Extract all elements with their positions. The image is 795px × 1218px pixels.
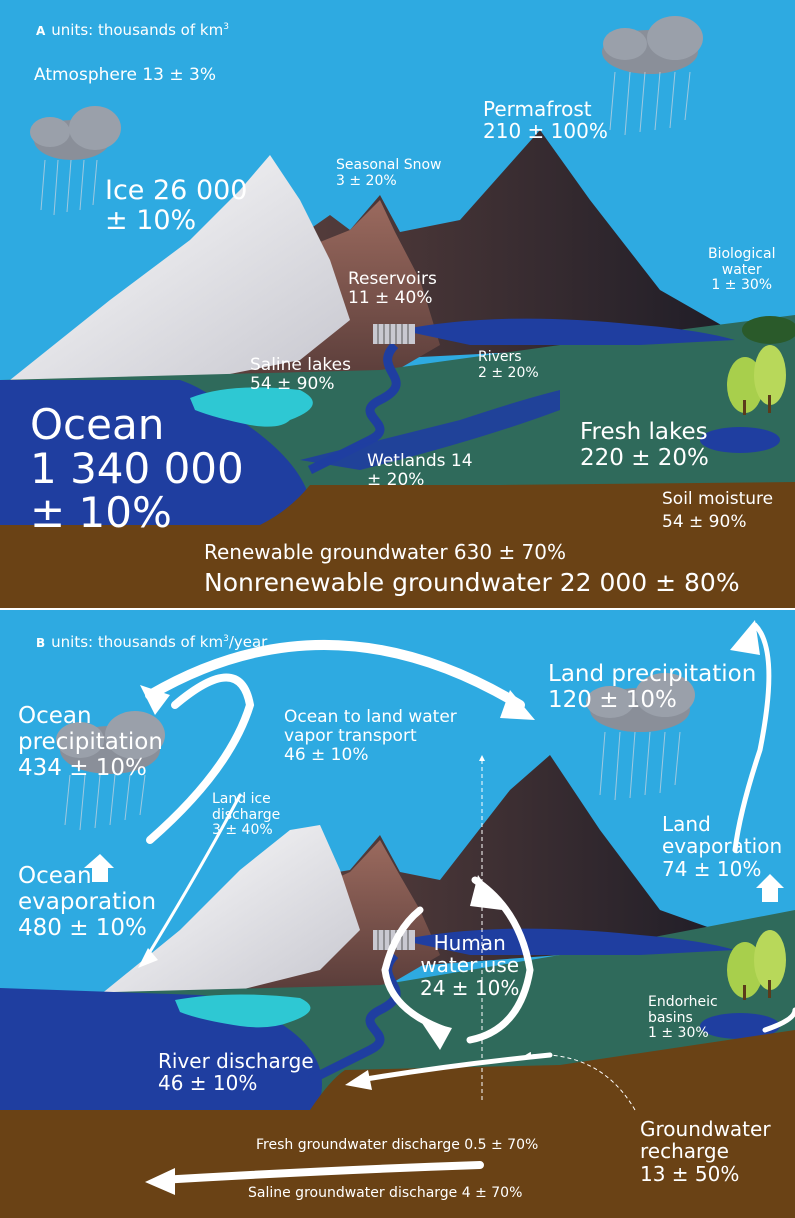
land-evap-loop-arrow [732,622,772,853]
soil [0,482,795,608]
soil [0,1030,795,1218]
label-soil-moisture: Soil moisture 54 ± 90% [662,489,774,533]
label-saline-groundwater-discharge: Saline groundwater discharge 4 ± 70% [248,1185,523,1201]
label-river-discharge: River discharge 46 ± 10% [158,1049,314,1096]
cloud-right [586,673,695,801]
trees [727,316,795,415]
label-ocean-precipitation: Ocean precipitation 434 ± 10% [18,703,163,781]
label-ocean-evaporation: Ocean evaporation 480 ± 10% [18,863,157,941]
label-groundwater-recharge: Groundwater recharge 13 ± 50% [640,1117,771,1186]
label-seasonal-snow: Seasonal Snow 3 ± 20% [336,157,442,189]
saline-lake [175,994,311,1028]
label-ice: Ice 26 000 ± 10% [105,175,248,237]
reservoir-water [400,928,735,955]
cloud-left [56,711,165,831]
endorheic-lake [700,1013,780,1039]
groundwater-discharge-arrow [156,1161,484,1184]
label-nonrenewable-groundwater: Nonrenewable groundwater 22 000 ± 80% [204,568,740,597]
human-use-arrow-right [466,876,534,1044]
label-wetlands: Wetlands 14 ± 20% [367,451,473,491]
ocean [0,380,310,565]
label-permafrost: Permafrost 210 ± 100% [483,97,608,144]
ocean-precip-loop-arrow [146,673,255,844]
river [307,951,401,1085]
cloud-left [30,106,121,216]
human-use-arrow-left [381,906,449,1034]
label-biological-water: Biological water 1 ± 30% [708,246,776,294]
label-saline-lakes: Saline lakes 54 ± 90% [250,355,351,395]
fresh-lake [700,427,780,453]
ice-mountain [10,155,350,380]
flux-arrows [138,620,795,1195]
land-evaporation-up-arrow [756,874,784,902]
label-fresh-lakes: Fresh lakes 220 ± 20% [580,419,709,471]
label-reservoirs: Reservoirs 11 ± 40% [348,269,437,309]
saline-lake [190,387,313,427]
panel-b-scene [0,610,795,1218]
label-human-water-use: Human water use 24 ± 10% [420,931,520,1000]
label-ocean-to-land-transport: Ocean to land water vapor transport 46 ± 1… [284,707,457,766]
reservoir-water [400,318,735,345]
label-land-ice-discharge: Land ice discharge 3 ± 40% [212,791,281,839]
label-fresh-groundwater-discharge: Fresh groundwater discharge 0.5 ± 70% [256,1137,539,1153]
label-ocean: Ocean 1 340 000 ± 10% [30,400,244,538]
label-land-evaporation: Land evaporation 74 ± 10% [662,812,783,881]
wetlands [300,390,560,470]
dam [373,324,415,344]
label-atmosphere: Atmosphere 13 ± 3% [34,65,216,85]
label-rivers: Rivers 2 ± 20% [478,349,539,381]
dashed-arrows [479,755,636,1111]
ice-discharge-arrow [143,793,242,962]
label-land-precipitation: Land precipitation 120 ± 10% [548,661,757,713]
ice-mountain [100,825,360,995]
cloud-right [602,16,703,136]
label-renewable-groundwater: Renewable groundwater 630 ± 70% [204,540,567,564]
trees [727,930,786,1000]
panel-a-scene [0,0,795,608]
label-endorheic-basins: Endorheic basins 1 ± 30% [648,994,718,1042]
ocean-evaporation-up-arrow [84,854,114,882]
transport-arrow [145,639,525,710]
